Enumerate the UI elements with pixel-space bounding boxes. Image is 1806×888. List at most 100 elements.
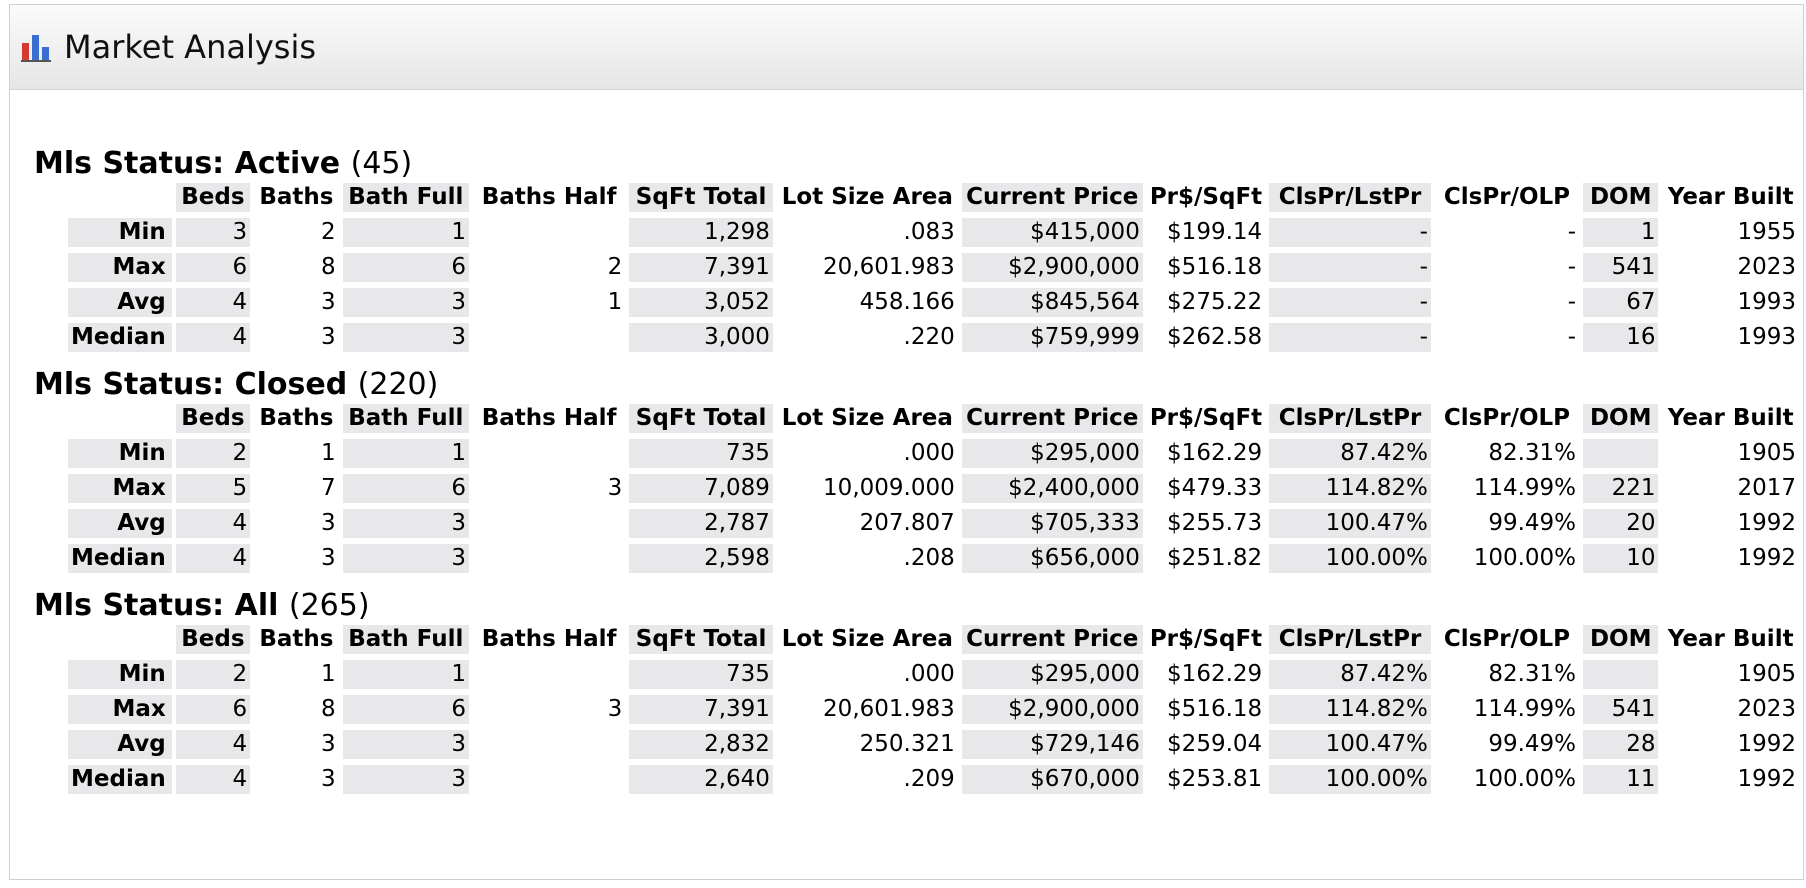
table-cell: 82.31% — [1488, 440, 1577, 466]
table-cell — [473, 509, 625, 538]
table-cell: $656,000 — [961, 544, 1143, 573]
table-cell: 6 — [342, 474, 469, 503]
status-section-closed: Mls Status: Closed (220) Beds Baths Bath… — [34, 366, 1803, 579]
table-cell: 2023 — [1737, 696, 1796, 722]
table-cell: - — [1269, 323, 1431, 352]
table-cell: $729,146 — [961, 730, 1143, 759]
table-cell — [473, 218, 625, 247]
table-cell: 3,052 — [629, 288, 773, 317]
row-label: Max — [68, 474, 172, 503]
table-cell: $845,564 — [961, 288, 1143, 317]
col-header: Current Price — [961, 183, 1143, 212]
table-cell: 87.42% — [1269, 439, 1431, 468]
table-cell: 7,089 — [629, 474, 773, 503]
col-header: ClsPr/LstPr — [1269, 404, 1431, 433]
table-cell: $705,333 — [961, 509, 1143, 538]
table-cell: 3 — [607, 696, 623, 722]
col-header: Year Built — [1667, 405, 1794, 431]
table-cell: 100.00% — [1473, 545, 1577, 571]
table-cell: 6 — [342, 695, 469, 724]
table-cell: 20 — [1583, 509, 1659, 538]
table-cell: 2 — [175, 439, 251, 468]
table-cell: 8 — [321, 254, 336, 280]
table-cell: 10 — [1583, 544, 1659, 573]
table-cell: 3 — [175, 218, 251, 247]
table-cell: 4 — [175, 288, 251, 317]
col-header: Beds — [175, 404, 251, 433]
table-cell: $262.58 — [1167, 324, 1263, 350]
table-cell: $162.29 — [1167, 440, 1263, 466]
table-cell: 3 — [321, 510, 336, 536]
table-cell: 114.99% — [1473, 475, 1577, 501]
row-label: Avg — [68, 288, 172, 317]
col-header: DOM — [1583, 183, 1659, 212]
table-row: Median 4 3 3 3,000.220 $759,999 $262.58- -16 199… — [68, 323, 1799, 352]
table-cell: 221 — [1583, 474, 1659, 503]
stats-table: Beds Baths Bath Full Baths Half SqFt Tot… — [64, 177, 1803, 358]
table-cell: 5 — [175, 474, 251, 503]
table-cell: 3 — [342, 765, 469, 794]
table-cell: 7 — [321, 475, 336, 501]
row-label: Avg — [68, 730, 172, 759]
table-cell: 735 — [629, 439, 773, 468]
section-title: Mls Status: Active (45) — [34, 146, 413, 181]
table-row: Avg 4 3 3 2,787 207.807 $705,333 $255.73 100.47%… — [68, 509, 1799, 538]
table-cell: 67 — [1583, 288, 1659, 317]
table-cell — [473, 439, 625, 468]
table-cell: 7,391 — [629, 253, 773, 282]
table-cell: 2017 — [1737, 475, 1796, 501]
table-row: Min 2 1 1 735 .000 $295,000 $162.29 87.42% 82.31%… — [68, 439, 1799, 468]
table-row: Max 6 8 6 3 7,391 20,601.983 $2,900,000 $516.18 1… — [68, 695, 1799, 724]
col-header: Current Price — [961, 625, 1143, 654]
table-cell: 1905 — [1737, 440, 1796, 466]
table-cell — [473, 730, 625, 759]
table-cell: 458.166 — [859, 289, 955, 315]
table-cell: 1 — [321, 661, 336, 687]
table-cell: 3 — [342, 323, 469, 352]
table-cell: 28 — [1583, 730, 1659, 759]
row-label: Max — [68, 253, 172, 282]
table-cell: 3 — [342, 288, 469, 317]
table-cell: 1992 — [1737, 545, 1796, 571]
table-cell: 100.00% — [1269, 544, 1431, 573]
table-row: Max 5 7 6 3 7,089 10,009.000 $2,400,000 $479.33 1… — [68, 474, 1799, 503]
table-cell: $199.14 — [1167, 219, 1263, 245]
panel-title: Market Analysis — [64, 28, 317, 66]
table-cell: 2,640 — [629, 765, 773, 794]
table-cell: 82.31% — [1488, 661, 1577, 687]
table-cell: 541 — [1583, 695, 1659, 724]
table-cell: 1905 — [1737, 661, 1796, 687]
stats-table: Beds Baths Bath Full Baths Half SqFt Tot… — [64, 619, 1803, 800]
col-header: SqFt Total — [629, 404, 773, 433]
table-cell — [1583, 439, 1659, 468]
table-cell: 4 — [175, 765, 251, 794]
table-cell: - — [1269, 288, 1431, 317]
col-header: SqFt Total — [629, 625, 773, 654]
col-header: Pr$/SqFt — [1149, 405, 1263, 431]
table-cell: 3 — [342, 544, 469, 573]
table-cell: 3 — [321, 766, 336, 792]
col-header: Bath Full — [342, 404, 469, 433]
table-cell: 2,832 — [629, 730, 773, 759]
table-cell: $516.18 — [1167, 696, 1263, 722]
table-cell: 114.99% — [1473, 696, 1577, 722]
table-cell: $759,999 — [961, 323, 1143, 352]
table-cell: $2,900,000 — [961, 253, 1143, 282]
table-row: Avg 4 3 3 2,832 250.321 $729,146 $259.04 100.47%… — [68, 730, 1799, 759]
table-row: Max 6 8 6 2 7,391 20,601.983 $2,900,000 $516.18-… — [68, 253, 1799, 282]
col-header: ClsPr/OLP — [1443, 405, 1571, 431]
table-cell: .083 — [903, 219, 955, 245]
col-header: Beds — [175, 183, 251, 212]
table-cell: $415,000 — [961, 218, 1143, 247]
header-row: Beds Baths Bath Full Baths Half SqFt Tot… — [68, 183, 1799, 212]
table-cell: 2,787 — [629, 509, 773, 538]
table-row: Median 4 3 3 2,598.208 $656,000 $251.82 100.00%… — [68, 544, 1799, 573]
table-cell: 3 — [321, 289, 336, 315]
col-header: Bath Full — [342, 183, 469, 212]
table-cell: 735 — [629, 660, 773, 689]
row-label: Median — [68, 544, 172, 573]
table-cell: 10,009.000 — [823, 475, 955, 501]
table-cell: - — [1269, 253, 1431, 282]
table-cell: 3 — [342, 509, 469, 538]
table-cell: $251.82 — [1167, 545, 1263, 571]
